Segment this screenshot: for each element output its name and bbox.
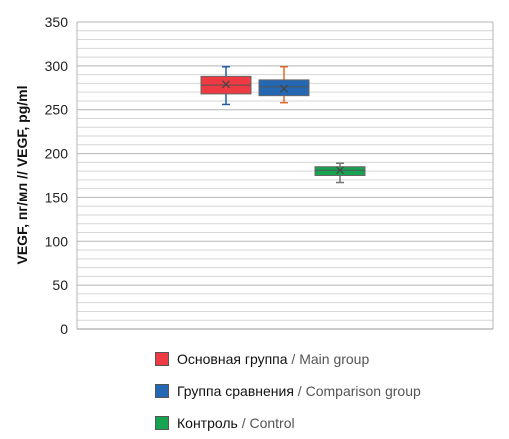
legend-item-main-group: Основная группа / Main group	[155, 343, 421, 375]
y-tick-label: 0	[60, 321, 68, 337]
y-tick-label: 350	[45, 14, 69, 30]
box-iqr	[314, 166, 366, 177]
box-iqr	[258, 79, 310, 97]
legend-label-en: Comparison group	[305, 383, 421, 399]
y-tick-label: 150	[45, 189, 69, 205]
legend-label-ru: Контроль	[177, 415, 238, 431]
legend-separator: /	[237, 415, 250, 431]
legend-label-ru: Группа сравнения	[177, 383, 294, 399]
legend-item-control: Контроль / Control	[155, 407, 421, 439]
legend-swatch-main-group	[155, 352, 169, 366]
legend-swatch-comparison-group	[155, 384, 169, 398]
legend-label-en: Control	[249, 415, 295, 431]
mean-marker	[336, 166, 344, 175]
legend-label: Контроль / Control	[177, 415, 295, 431]
legend: Основная группа / Main group Группа срав…	[155, 343, 421, 439]
y-axis-label: VEGF, пг/мл // VEGF, pg/ml	[14, 85, 30, 264]
legend-separator: /	[293, 383, 306, 399]
vegf-chart: 0 50 100 150 200 250 300 350 VEGF, пг/мл // VEG…	[14, 14, 494, 337]
legend-separator: /	[287, 351, 300, 367]
y-tick-label: 200	[45, 146, 69, 162]
legend-label: Группа сравнения / Comparison group	[177, 383, 421, 399]
mean-marker	[280, 84, 288, 93]
legend-label-ru: Основная группа	[177, 351, 288, 367]
legend-label-en: Main group	[299, 351, 370, 367]
legend-label: Основная группа / Main group	[177, 351, 369, 367]
y-tick-label: 50	[52, 277, 68, 293]
y-tick-label: 100	[45, 233, 69, 249]
legend-item-comparison-group: Группа сравнения / Comparison group	[155, 375, 421, 407]
box-main-group	[200, 65, 252, 106]
y-tick-label: 300	[45, 58, 69, 74]
mean-marker	[222, 80, 230, 89]
legend-swatch-control	[155, 416, 169, 430]
y-axis-ticks: 0 50 100 150 200 250 300 350	[45, 14, 69, 337]
box-comparison-group	[258, 65, 310, 104]
y-tick-label: 250	[45, 102, 69, 118]
box-control	[314, 162, 366, 184]
gridlines	[76, 21, 494, 330]
box-plots	[200, 65, 366, 184]
